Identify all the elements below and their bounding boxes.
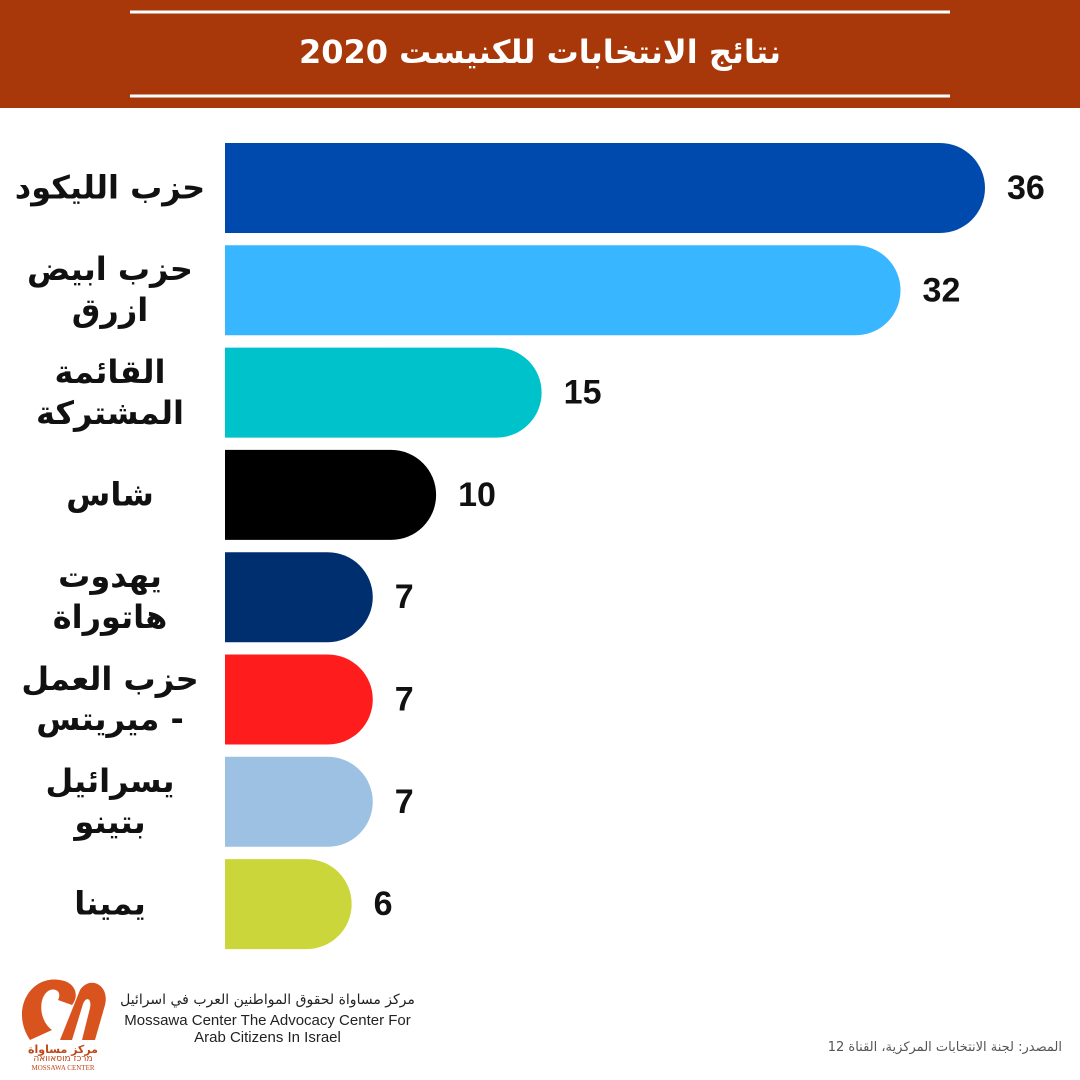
bar xyxy=(225,143,985,233)
logo xyxy=(21,979,106,1040)
chart-title: نتائج الانتخابات للكنيست 2020 xyxy=(299,33,781,71)
value-label: 15 xyxy=(564,374,602,412)
bar xyxy=(225,449,437,540)
category-label: حزب ابيض ازرق xyxy=(27,250,193,330)
source-note: المصدر: لجنة الانتخابات المركزية، القناة… xyxy=(827,1040,1062,1055)
category-label: شاس xyxy=(66,475,154,514)
value-label: 6 xyxy=(374,885,393,923)
value-label: 32 xyxy=(923,271,961,309)
logo-hebrew: מרכז מוסאוואה xyxy=(33,1054,93,1064)
category-label: يسرائيل بتينو xyxy=(45,761,175,841)
value-label: 10 xyxy=(458,476,496,514)
category-label: حزب العمل - ميريتس xyxy=(21,659,199,739)
value-label: 7 xyxy=(395,783,414,821)
org-english: Mossawa Center The Advocacy Center For xyxy=(124,1012,411,1029)
category-label: يهدوت هاتوراة xyxy=(52,557,168,637)
category-label: القائمة المشتركة xyxy=(36,352,184,432)
logo-arabic: مركز مساواة xyxy=(28,1043,98,1056)
logo-english: MOSSAWA CENTER xyxy=(31,1064,95,1072)
header-band xyxy=(0,0,1080,108)
value-label: 36 xyxy=(1007,169,1045,207)
bar xyxy=(225,756,373,847)
bar xyxy=(225,654,373,745)
value-label: 7 xyxy=(395,578,414,616)
value-label: 7 xyxy=(395,680,414,718)
bar xyxy=(225,552,373,643)
org-arabic: مركز مساواة لحقوق المواطنين العرب في اسر… xyxy=(120,992,415,1008)
bar xyxy=(225,347,542,438)
category-label: يمينا xyxy=(74,884,146,923)
bar xyxy=(225,245,901,336)
org-english: Arab Citizens In Israel xyxy=(194,1029,341,1046)
bar xyxy=(225,859,352,950)
category-label: حزب الليكود xyxy=(14,168,206,207)
